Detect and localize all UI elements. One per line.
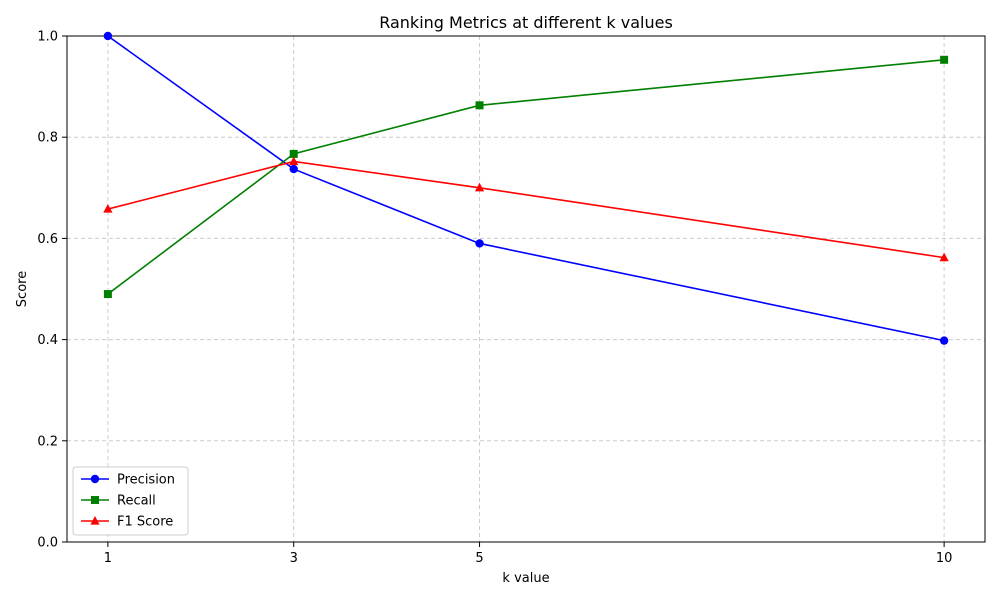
data-point-f1-score <box>103 204 113 213</box>
legend-item-recall: Recall <box>81 494 156 509</box>
legend-box <box>72 466 189 536</box>
series-precision <box>103 31 949 345</box>
legend-marker-precision <box>90 474 100 484</box>
data-point-recall <box>940 55 949 64</box>
data-point-recall <box>475 101 484 110</box>
data-point-precision <box>103 31 113 41</box>
data-point-f1-score <box>289 156 299 166</box>
x-tick-label: 3 <box>290 551 298 566</box>
series-line-recall <box>107 58 945 295</box>
legend-marker-recall <box>91 496 99 504</box>
data-point-f1-score <box>474 182 485 192</box>
series-line-precision <box>107 35 945 342</box>
y-tick-label: 0.6 <box>37 232 58 247</box>
x-axis-label: k value <box>502 571 549 586</box>
legend: Precision Recall F1 Score <box>72 466 189 536</box>
plot-frame <box>66 35 986 543</box>
series-f1-score <box>103 156 949 262</box>
chart-title: Ranking Metrics at different k values <box>379 13 673 32</box>
y-tick-label: 0.8 <box>37 131 58 146</box>
legend-label-f1-score: F1 Score <box>117 515 173 530</box>
data-point-recall <box>289 149 298 158</box>
y-axis-label: Score <box>15 271 30 307</box>
y-tick-label: 0.0 <box>37 536 58 551</box>
axis-ticks: 1 3 5 10 0.0 0.2 0.4 0.6 0.8 1.0 <box>37 30 952 567</box>
data-point-recall <box>103 290 112 299</box>
series-line-f1-score <box>107 160 945 259</box>
grid-lines <box>67 35 985 543</box>
legend-label-precision: Precision <box>117 473 175 488</box>
series-recall <box>103 55 949 299</box>
legend-marker-f1-score <box>90 516 100 525</box>
data-point-precision <box>475 239 484 248</box>
data-point-f1-score <box>939 252 949 262</box>
legend-label-recall: Recall <box>117 494 156 509</box>
y-tick-label: 0.2 <box>37 434 58 449</box>
x-tick-label: 10 <box>936 551 953 566</box>
data-point-precision <box>289 164 298 174</box>
legend-item-f1-score: F1 Score <box>81 515 173 530</box>
y-tick-label: 0.4 <box>37 333 58 348</box>
x-tick-label: 5 <box>475 551 483 566</box>
x-tick-label: 1 <box>104 551 112 566</box>
legend-item-precision: Precision <box>81 473 175 488</box>
data-point-precision <box>939 336 949 345</box>
y-tick-label: 1.0 <box>37 30 58 45</box>
series-layer <box>103 31 949 345</box>
